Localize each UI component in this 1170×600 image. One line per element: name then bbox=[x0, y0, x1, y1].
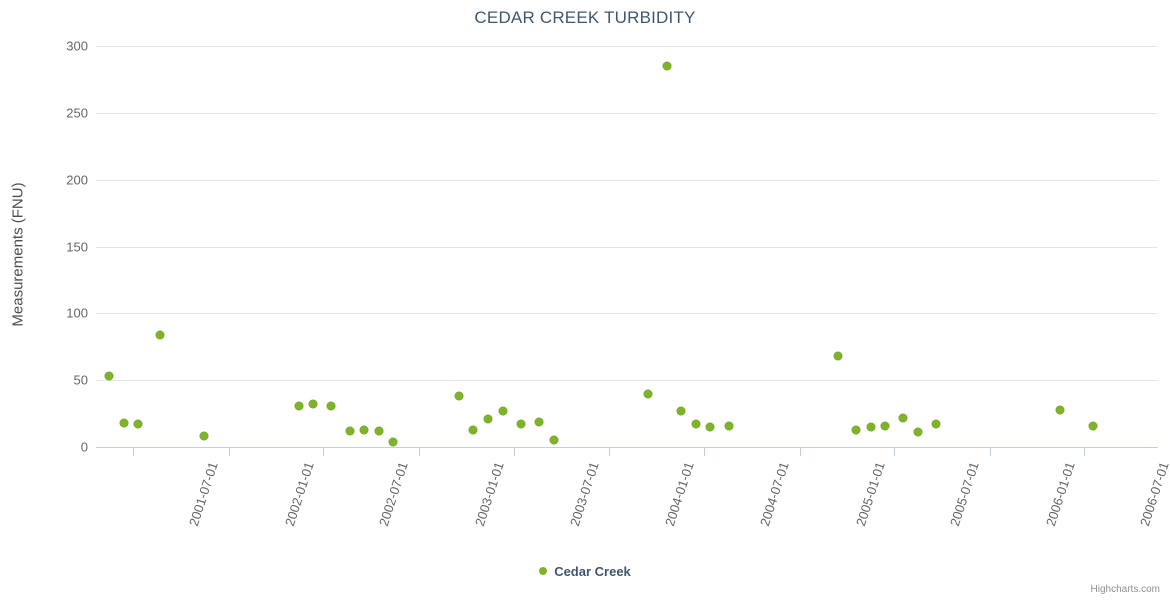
data-point[interactable] bbox=[549, 436, 558, 445]
data-point[interactable] bbox=[389, 437, 398, 446]
x-axis-tick-label: 2004-01-01 bbox=[662, 460, 698, 528]
x-axis-tick-mark bbox=[894, 447, 896, 456]
data-point[interactable] bbox=[469, 425, 478, 434]
x-axis-tick-mark bbox=[419, 447, 421, 456]
data-point[interactable] bbox=[852, 425, 861, 434]
data-point[interactable] bbox=[706, 422, 715, 431]
data-point[interactable] bbox=[454, 392, 463, 401]
legend-item-label[interactable]: Cedar Creek bbox=[554, 564, 631, 580]
data-point[interactable] bbox=[516, 420, 525, 429]
data-point[interactable] bbox=[156, 330, 165, 339]
y-axis-tick-label: 300 bbox=[66, 38, 88, 54]
data-point[interactable] bbox=[535, 417, 544, 426]
x-axis-tick-mark bbox=[799, 447, 801, 456]
data-point[interactable] bbox=[677, 406, 686, 415]
x-axis-tick-mark bbox=[989, 447, 991, 456]
data-point[interactable] bbox=[309, 400, 318, 409]
highcharts-credits[interactable]: Highcharts.com bbox=[1090, 584, 1160, 595]
data-point[interactable] bbox=[914, 428, 922, 437]
x-axis-line bbox=[96, 447, 1158, 448]
y-axis-tick-labels: 0 50 100 150 200 250 300 bbox=[18, 0, 88, 600]
x-axis-tick-label: 2003-07-01 bbox=[566, 460, 602, 528]
x-axis-tick-label: 2002-01-01 bbox=[282, 460, 318, 528]
data-point[interactable] bbox=[724, 421, 733, 430]
gridline bbox=[96, 246, 1158, 248]
data-point[interactable] bbox=[484, 414, 492, 423]
data-point[interactable] bbox=[134, 420, 143, 429]
x-axis-tick-mark bbox=[704, 447, 706, 456]
data-point[interactable] bbox=[327, 401, 336, 410]
gridline bbox=[96, 179, 1158, 181]
chart-title: CEDAR CREEK TURBIDITY bbox=[474, 8, 696, 27]
x-axis-tick-mark bbox=[513, 447, 515, 456]
x-axis-tick-mark bbox=[1084, 447, 1086, 456]
data-point[interactable] bbox=[662, 62, 671, 71]
data-point[interactable] bbox=[899, 413, 908, 422]
gridline bbox=[96, 313, 1158, 315]
x-axis-tick-mark bbox=[323, 447, 325, 456]
x-axis-tick-mark bbox=[133, 447, 135, 456]
x-axis-tick-label: 2001-07-01 bbox=[186, 460, 222, 528]
data-point[interactable] bbox=[294, 401, 303, 410]
data-point[interactable] bbox=[1088, 421, 1097, 430]
y-axis-tick-label: 0 bbox=[80, 439, 88, 455]
data-point[interactable] bbox=[1056, 405, 1065, 414]
x-axis-tick-label: 2006-07-01 bbox=[1137, 460, 1170, 528]
y-axis-tick-label: 100 bbox=[66, 305, 88, 321]
data-point[interactable] bbox=[691, 420, 700, 429]
gridline bbox=[96, 380, 1158, 382]
x-axis-tick-mark bbox=[229, 447, 231, 456]
x-axis-tick-label: 2003-01-01 bbox=[472, 460, 508, 528]
x-axis-tick-mark bbox=[609, 447, 611, 456]
y-axis-tick-label: 200 bbox=[66, 172, 88, 188]
x-axis-tick-label: 2005-07-01 bbox=[946, 460, 982, 528]
data-point[interactable] bbox=[866, 422, 875, 431]
data-point[interactable] bbox=[644, 389, 653, 398]
data-point[interactable] bbox=[345, 426, 354, 435]
data-point[interactable] bbox=[199, 432, 208, 441]
x-axis-tick-label: 2004-07-01 bbox=[756, 460, 792, 528]
data-point[interactable] bbox=[374, 426, 383, 435]
data-point[interactable] bbox=[833, 352, 842, 361]
gridline bbox=[96, 46, 1158, 47]
data-point[interactable] bbox=[498, 406, 507, 415]
chart-legend[interactable]: Cedar Creek bbox=[0, 563, 1170, 579]
y-axis-tick-label: 50 bbox=[73, 372, 88, 388]
y-axis-tick-label: 250 bbox=[66, 105, 88, 121]
plot-area[interactable] bbox=[96, 46, 1158, 448]
data-point[interactable] bbox=[932, 420, 941, 429]
data-point[interactable] bbox=[881, 421, 890, 430]
x-axis-tick-label: 2006-01-01 bbox=[1042, 460, 1078, 528]
series-dot-icon bbox=[539, 566, 548, 575]
y-axis-tick-label: 150 bbox=[66, 239, 88, 254]
data-point[interactable] bbox=[360, 425, 369, 434]
gridline bbox=[96, 112, 1158, 114]
data-point[interactable] bbox=[105, 372, 113, 381]
x-axis-tick-label: 2002-07-01 bbox=[376, 460, 412, 528]
x-axis-tick-label: 2005-01-01 bbox=[852, 460, 888, 528]
data-point[interactable] bbox=[119, 418, 128, 427]
